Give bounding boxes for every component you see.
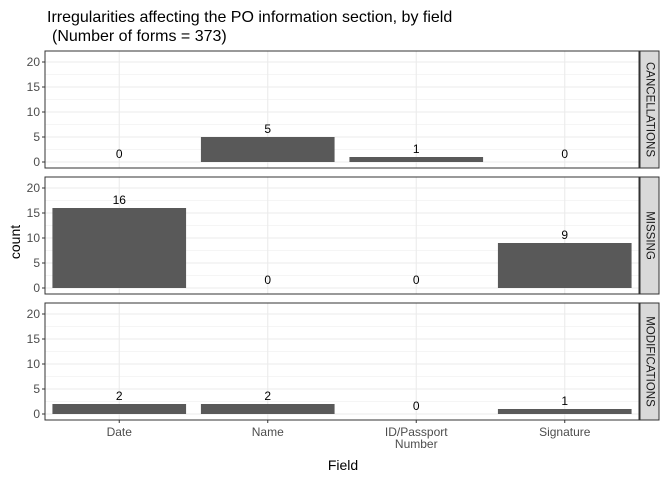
bar-value-label: 2: [264, 389, 271, 403]
y-tick-label: 5: [33, 256, 40, 270]
panel-border: [44, 50, 640, 169]
bar-value-label: 1: [561, 394, 568, 408]
y-tick-label: 15: [27, 332, 41, 346]
bar: [497, 409, 632, 414]
facet-strip: [639, 50, 660, 169]
y-tick-label: 10: [27, 105, 41, 119]
bar-value-label: 0: [116, 147, 123, 161]
chart-subtitle: (Number of forms = 373): [52, 28, 227, 45]
bar: [200, 137, 335, 162]
panel-border: [44, 176, 640, 295]
bar-value-label: 0: [413, 399, 420, 413]
bar: [52, 404, 187, 414]
x-axis-title: Field: [328, 457, 358, 473]
bar-value-label: 9: [561, 228, 568, 242]
y-tick-label: 10: [27, 231, 41, 245]
y-tick-label: 20: [27, 55, 41, 69]
y-tick-label: 0: [33, 407, 40, 421]
y-tick-label: 20: [27, 307, 41, 321]
y-tick-label: 5: [33, 382, 40, 396]
y-tick-label: 15: [27, 206, 41, 220]
bar: [52, 208, 187, 288]
bar: [200, 404, 335, 414]
y-tick-label: 15: [27, 80, 41, 94]
y-tick-label: 0: [33, 155, 40, 169]
panel-border: [44, 302, 640, 421]
bar-value-label: 2: [116, 389, 123, 403]
y-axis-title: count: [7, 225, 23, 259]
y-tick-label: 20: [27, 181, 41, 195]
x-axis: Date Name ID/Passport Number Signature: [107, 420, 591, 451]
y-tick-label: 5: [33, 130, 40, 144]
bar-value-label: 0: [561, 147, 568, 161]
facet-strip-label: CANCELLATIONS: [644, 62, 656, 157]
facet-strip-label: MISSING: [644, 211, 656, 260]
y-tick-label: 0: [33, 281, 40, 295]
x-tick-label: Name: [252, 425, 284, 439]
x-tick-label: ID/Passport Number: [385, 425, 448, 451]
y-tick-label: 10: [27, 357, 41, 371]
x-tick-label: Date: [107, 425, 133, 439]
bar-value-label: 1: [413, 142, 420, 156]
panel-background: [45, 51, 639, 168]
bar-value-label: 16: [113, 193, 127, 207]
facet-strip: [639, 176, 660, 295]
bar-value-label: 0: [264, 273, 271, 287]
panel-background: [45, 303, 639, 420]
chart-title: Irregularities affecting the PO informat…: [47, 9, 452, 26]
bar: [497, 243, 632, 288]
bar: [349, 157, 484, 162]
facet-strip: [639, 302, 660, 421]
bar-value-label: 0: [413, 273, 420, 287]
bar-value-label: 5: [264, 122, 271, 136]
x-tick-label: Signature: [539, 425, 591, 439]
facet-panel-missing: 16 0 0 9 0 5 10 15 20 MISSING: [27, 176, 660, 295]
facet-strip-label: MODIFICATIONS: [644, 316, 656, 407]
